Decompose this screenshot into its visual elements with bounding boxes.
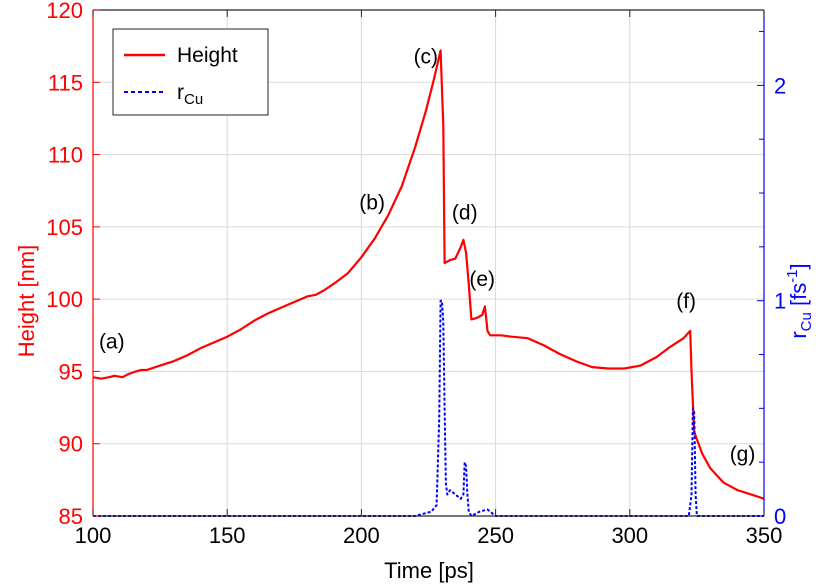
series-layer	[92, 49, 765, 517]
annotation-e: (e)	[469, 268, 495, 291]
y-left-tick-label-90: 90	[59, 432, 83, 457]
legend: Height rCu	[112, 28, 269, 116]
legend-label-rcu-base: r	[177, 81, 184, 104]
annotation-a: (a)	[99, 330, 125, 353]
y-axis-title-right-sup: -1	[784, 269, 801, 282]
annotation-d: (d)	[452, 202, 478, 225]
annotations: (a) (b) (c) (d) (e) (f) (g)	[99, 45, 755, 466]
legend-label-rcu-sub: Cu	[184, 91, 203, 108]
legend-label-height: Height	[177, 44, 238, 67]
y-left-tick-label-110: 110	[48, 143, 83, 168]
y-left-tick-label-95: 95	[59, 359, 83, 384]
annotation-c: (c)	[414, 45, 439, 68]
y-left-tick-label-100: 100	[46, 287, 83, 312]
y-left-tick-label-85: 85	[59, 504, 83, 529]
x-tick-label-200: 200	[343, 523, 380, 548]
x-axis-title: Time [ps]	[384, 558, 474, 583]
y-axis-title-right: rCu [fs-1]	[784, 263, 815, 338]
y-right-tick-label-1: 1	[774, 289, 786, 314]
x-tick-label-300: 300	[611, 523, 648, 548]
y-axis-title-right-close: ]	[786, 263, 811, 269]
grid	[93, 10, 764, 516]
y-right-tick-label-2: 2	[774, 73, 786, 98]
x-tick-label-350: 350	[746, 523, 783, 548]
series-line-height	[92, 49, 765, 500]
x-tick-label-250: 250	[477, 523, 514, 548]
x-tick-label-150: 150	[209, 523, 246, 548]
x-tick-label-100: 100	[75, 523, 112, 548]
annotation-f: (f)	[676, 290, 696, 313]
y-left-tick-label-120: 120	[46, 0, 83, 23]
annotation-b: (b)	[359, 192, 385, 215]
y-right-tick-label-0: 0	[774, 504, 786, 529]
y-left-tick-label-105: 105	[46, 215, 83, 240]
y-axis-title-right-unit: [fs	[786, 283, 811, 312]
annotation-g: (g)	[730, 443, 756, 466]
y-axis-title-right-base: r	[786, 331, 811, 338]
y-left-tick-label-115: 115	[48, 70, 83, 95]
y-axis-title-right-sub: Cu	[798, 312, 815, 331]
tick-labels: 100 150 200 250 300 350 85 90 95 100 105 110 115 120 0…	[46, 0, 786, 548]
legend-box	[112, 28, 269, 116]
legend-label-rcu: rCu	[177, 81, 203, 108]
y-axis-title-left: Height [nm]	[14, 245, 39, 358]
axes-frame	[92, 9, 765, 517]
series-line-rcu	[93, 299, 764, 517]
